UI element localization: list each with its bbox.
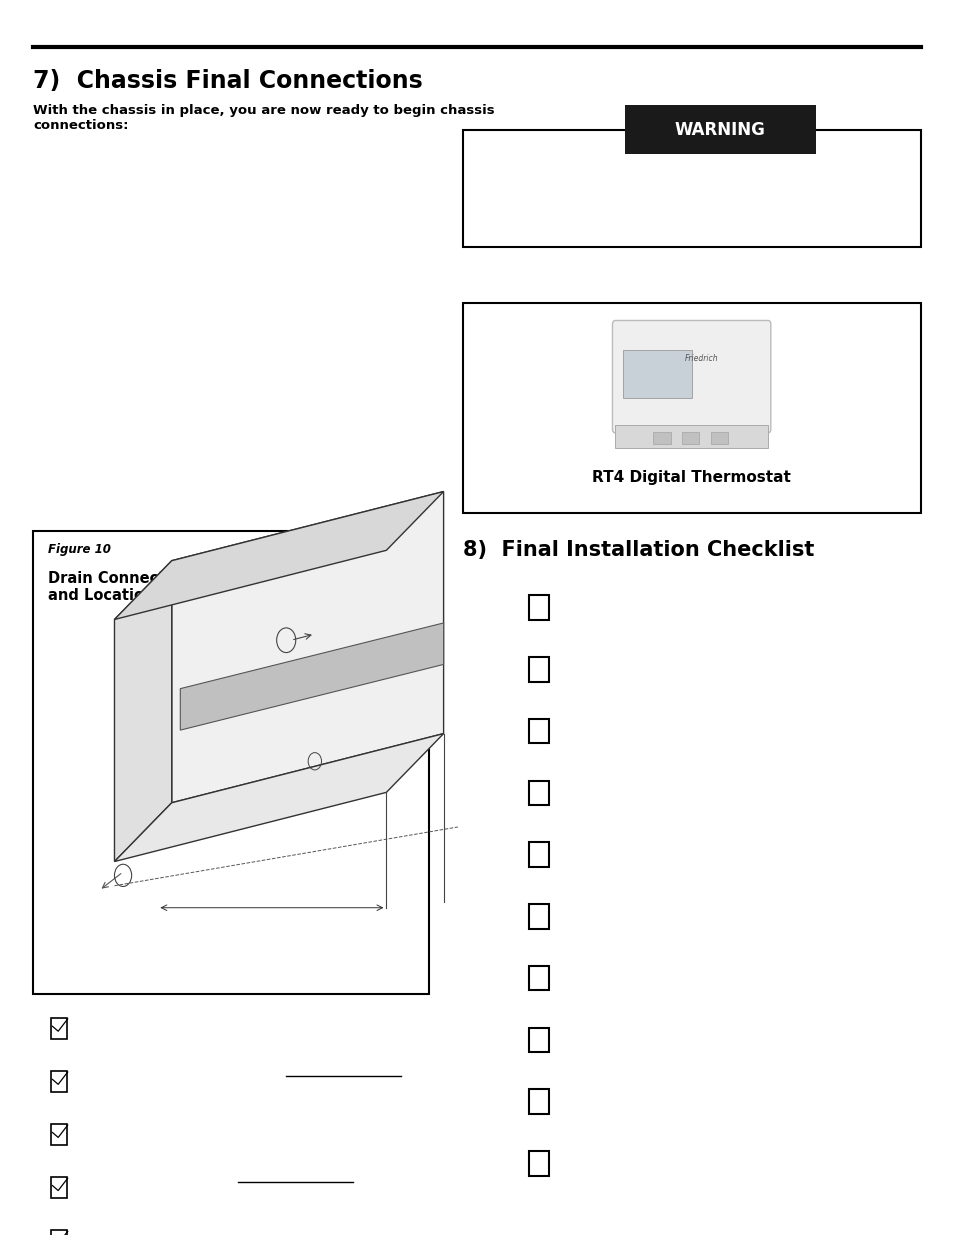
Bar bbox=[615, 425, 767, 448]
Polygon shape bbox=[114, 561, 172, 862]
Bar bbox=[51, 1177, 67, 1198]
Bar bbox=[462, 130, 920, 247]
Bar bbox=[622, 351, 691, 398]
Text: WARNING: WARNING bbox=[674, 121, 765, 138]
Bar bbox=[529, 842, 548, 867]
Bar bbox=[529, 966, 548, 990]
Bar bbox=[529, 595, 548, 620]
Bar bbox=[33, 531, 429, 994]
Polygon shape bbox=[114, 492, 443, 620]
Bar bbox=[529, 781, 548, 805]
Text: Friedrich: Friedrich bbox=[683, 353, 718, 363]
Bar bbox=[529, 904, 548, 929]
Polygon shape bbox=[180, 622, 443, 730]
Text: Drain Connection
and Location: Drain Connection and Location bbox=[48, 571, 191, 603]
Text: 8)  Final Installation Checklist: 8) Final Installation Checklist bbox=[462, 540, 813, 559]
Text: 7)  Chassis Final Connections: 7) Chassis Final Connections bbox=[33, 69, 423, 93]
Bar bbox=[710, 432, 727, 445]
Text: With the chassis in place, you are now ready to begin chassis
connections:: With the chassis in place, you are now r… bbox=[33, 104, 495, 132]
Bar bbox=[624, 105, 815, 154]
Bar bbox=[681, 432, 699, 445]
Bar bbox=[51, 1124, 67, 1145]
Bar bbox=[653, 432, 670, 445]
Polygon shape bbox=[172, 492, 443, 803]
FancyBboxPatch shape bbox=[612, 321, 770, 433]
Bar bbox=[529, 1151, 548, 1176]
Bar bbox=[529, 1028, 548, 1052]
Text: Figure 10: Figure 10 bbox=[48, 543, 111, 557]
Text: RT4 Digital Thermostat: RT4 Digital Thermostat bbox=[592, 471, 790, 485]
Bar bbox=[51, 1018, 67, 1039]
Bar bbox=[51, 1230, 67, 1235]
Bar bbox=[529, 719, 548, 743]
Bar bbox=[462, 303, 920, 513]
Bar bbox=[51, 1071, 67, 1092]
Polygon shape bbox=[114, 734, 443, 862]
Bar bbox=[529, 1089, 548, 1114]
Bar bbox=[529, 657, 548, 682]
